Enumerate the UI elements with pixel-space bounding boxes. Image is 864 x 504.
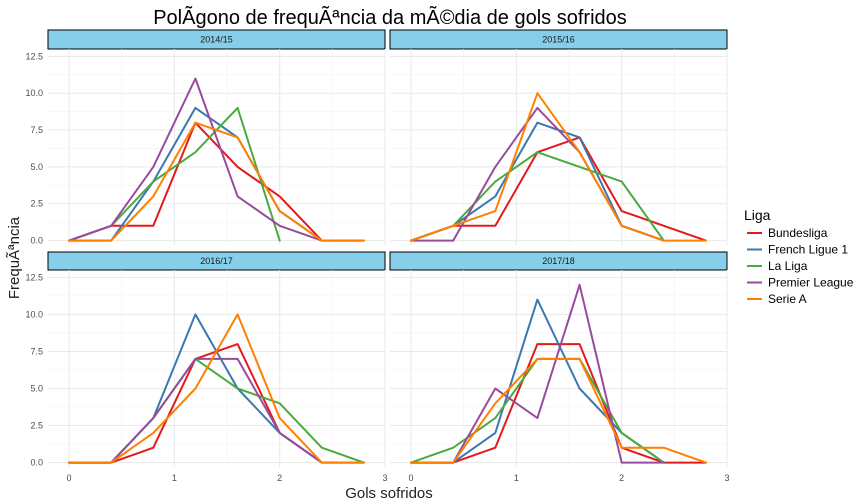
legend-label: La Liga	[768, 259, 808, 273]
series-line	[68, 106, 323, 242]
facet-strip	[47, 29, 386, 50]
series-line	[410, 136, 707, 242]
y-tick-label: 10.0	[25, 88, 43, 98]
series-line	[68, 357, 323, 464]
facet-strip-label: 2015/16	[542, 35, 575, 45]
facet-panel: 2014/15 0.0 2.5 5.0 7.5 10.0 12.5	[25, 29, 386, 246]
series-line	[68, 121, 365, 242]
y-tick-label: 2.5	[30, 421, 43, 431]
x-tick-label: 1	[514, 473, 519, 483]
facet-strip-label: 2016/17	[200, 256, 233, 266]
y-axis-title: FrequÃªncia	[6, 216, 23, 299]
facet-panel: 2016/17 0.0 2.5 5.0 7.5 10.0 12.5 0 1 2 3	[25, 251, 388, 483]
y-tick-label: 2.5	[30, 199, 43, 209]
y-tick-label: 12.5	[25, 51, 43, 61]
legend-label: Serie A	[768, 292, 807, 306]
y-tick-label: 0.0	[30, 458, 43, 468]
facet-panels: 2014/150.02.55.07.510.012.52015/162016/1…	[25, 29, 730, 483]
facet-strip	[389, 251, 728, 271]
series-line	[410, 343, 707, 464]
y-tick-label: 12.5	[25, 272, 43, 282]
facet-panel: 2017/18 0 1 2 3	[389, 251, 730, 483]
x-tick-label: 0	[67, 473, 72, 483]
legend: Liga Bundesliga French Ligue 1 La Liga Prem…	[744, 207, 854, 306]
x-tick-label: 3	[382, 473, 387, 483]
series-line	[410, 357, 707, 464]
y-tick-label: 5.0	[30, 383, 43, 393]
legend-title: Liga	[744, 207, 771, 223]
series-line	[68, 313, 365, 464]
series-line	[68, 77, 323, 242]
series-line	[410, 121, 665, 242]
series-line	[410, 298, 665, 464]
x-tick-label: 3	[724, 473, 729, 483]
x-axis-title: Gols sofridos	[345, 485, 433, 502]
facet-strip-label: 2014/15	[200, 35, 233, 45]
facet-strip	[389, 29, 728, 50]
y-tick-label: 10.0	[25, 309, 43, 319]
x-tick-label: 0	[409, 473, 414, 483]
facet-panel: 2015/16	[389, 29, 728, 245]
series-line	[410, 92, 707, 242]
y-tick-label: 7.5	[30, 346, 43, 356]
chart-title: PolÃ­gono de frequÃªncia da mÃ©dia de go…	[153, 5, 627, 29]
series-line	[410, 106, 665, 242]
y-tick-label: 7.5	[30, 125, 43, 135]
facet-strip-label: 2017/18	[542, 256, 575, 266]
y-tick-label: 0.0	[30, 236, 43, 246]
y-tick-label: 5.0	[30, 162, 43, 172]
facet-strip	[47, 251, 386, 271]
series-line	[68, 357, 365, 464]
x-tick-label: 2	[277, 473, 282, 483]
legend-label: French Ligue 1	[768, 243, 848, 257]
x-tick-label: 2	[619, 473, 624, 483]
x-tick-label: 1	[172, 473, 177, 483]
legend-label: Bundesliga	[768, 226, 828, 240]
series-line	[68, 121, 365, 242]
legend-label: Premier League	[768, 276, 854, 290]
